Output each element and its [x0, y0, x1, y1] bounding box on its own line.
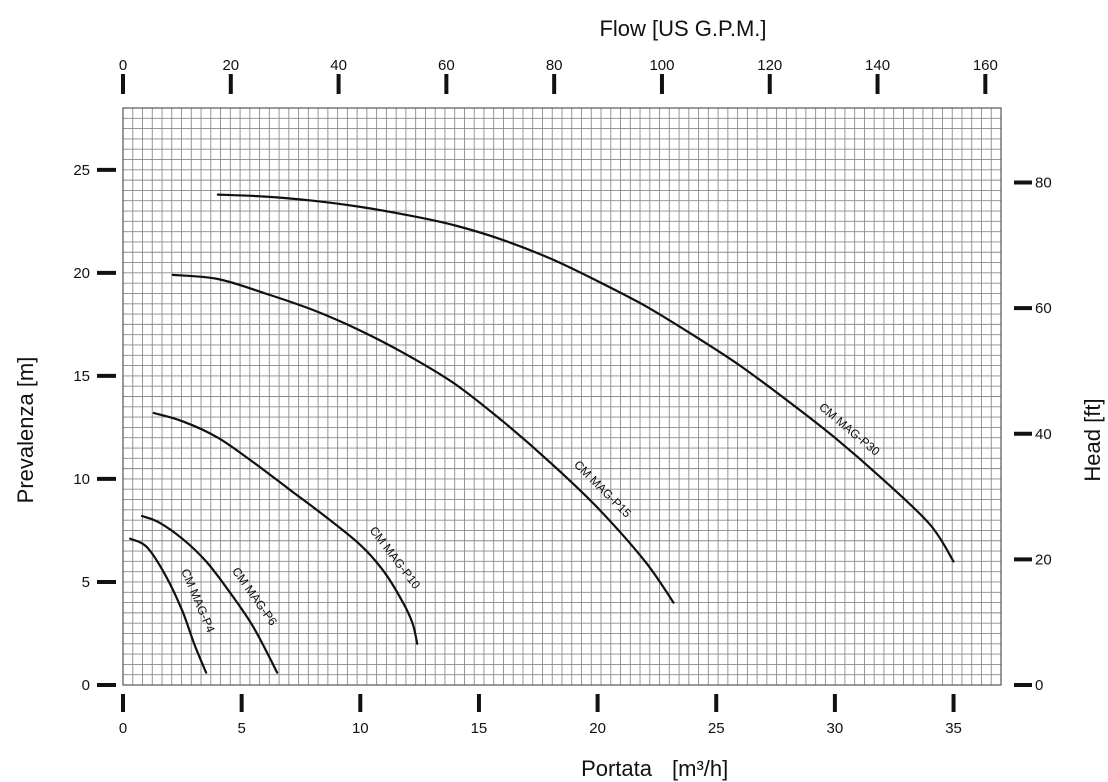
curve-cm-mag-p4 [129, 537, 208, 674]
curve-cm-mag-p30 [216, 193, 955, 563]
x-top-tick-label: 60 [438, 57, 455, 74]
bottom-axis-title: Portata [581, 756, 653, 781]
y-left-tick-label: 10 [73, 471, 90, 488]
x-top-tick-label: 20 [222, 57, 239, 74]
x-bottom-tick-label: 30 [827, 720, 844, 737]
x-top-tick-label: 80 [546, 57, 563, 74]
x-bottom-tick-label: 20 [589, 720, 606, 737]
x-bottom-tick-label: 10 [352, 720, 369, 737]
x-top-tick-label: 140 [865, 57, 890, 74]
y-right-tick-label: 80 [1035, 175, 1052, 192]
y-right-tick-label: 0 [1035, 677, 1043, 694]
bottom-axis-unit: [m³/h] [672, 756, 728, 781]
x-bottom-tick-label: 0 [119, 720, 127, 737]
y-left-tick-label: 5 [82, 574, 90, 591]
x-top-tick-label: 120 [757, 57, 782, 74]
x-top-tick-label: 160 [973, 57, 998, 74]
x-bottom-tick-label: 35 [945, 720, 962, 737]
x-bottom-tick-label: 15 [471, 720, 488, 737]
top-axis-title: Flow [US G.P.M.] [599, 16, 766, 41]
y-right-tick-label: 60 [1035, 300, 1052, 317]
y-right-tick-label: 40 [1035, 426, 1052, 443]
axis-ticks: 0 5 10 15 20 25 30 35 0 20 40 60 80 100 120 140 160 0 5 10 1… [73, 57, 1051, 737]
y-left-tick-label: 20 [73, 265, 90, 282]
x-bottom-tick-label: 5 [237, 720, 245, 737]
left-axis-title: Prevalenza [m] [13, 357, 38, 504]
x-top-tick-label: 100 [649, 57, 674, 74]
right-axis-title: Head [ft] [1080, 398, 1105, 481]
curve-cm-mag-p6 [140, 514, 279, 674]
x-top-tick-label: 40 [330, 57, 347, 74]
y-right-tick-label: 20 [1035, 551, 1052, 568]
curve-cm-mag-p15 [171, 273, 675, 604]
y-left-tick-label: 25 [73, 162, 90, 179]
x-top-tick-label: 0 [119, 57, 127, 74]
plot-frame [122, 107, 1002, 686]
curve-cm-mag-p10 [152, 411, 419, 645]
y-left-tick-label: 15 [73, 368, 90, 385]
x-bottom-tick-label: 25 [708, 720, 725, 737]
y-left-tick-label: 0 [82, 677, 90, 694]
chart-grid [122, 107, 1002, 686]
